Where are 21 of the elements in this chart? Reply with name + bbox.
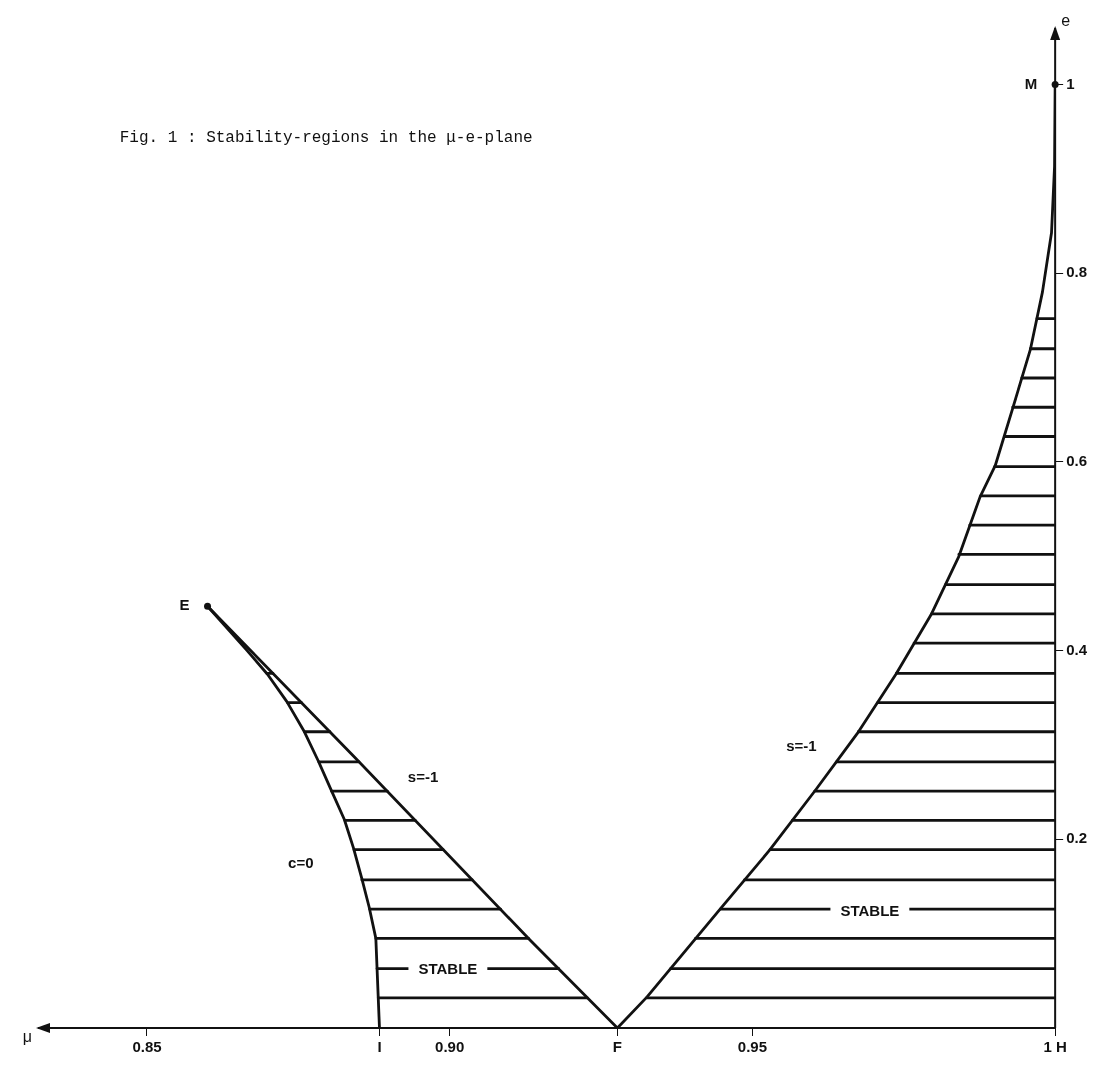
x-tick-label: 1 H [1043, 1038, 1067, 1056]
y-tick-label: 0.8 [1066, 263, 1088, 281]
y-tick-label: 1 [1066, 74, 1075, 92]
y-tick-label: 0.6 [1066, 452, 1088, 470]
x-tick-label: 0.95 [737, 1038, 768, 1056]
annotation: STABLE [418, 959, 478, 977]
annotation: c=0 [288, 853, 314, 871]
x-tick-label: I [377, 1038, 382, 1056]
text: Fig. 1 : Stability-regions in the μ-e-plane [119, 129, 533, 148]
y-axis-title: e [1061, 12, 1071, 30]
y-tick-label: 0.2 [1066, 829, 1088, 847]
x-axis-title: μ [22, 1028, 32, 1046]
x-tick-label: 0.85 [132, 1038, 162, 1056]
annotation: STABLE [840, 902, 900, 920]
x-tick-label: F [612, 1038, 622, 1056]
x-tick-label: 0.90 [435, 1038, 465, 1056]
annotation: M [1024, 74, 1038, 92]
annotation: s=-1 [786, 737, 817, 755]
y-tick-label: 0.4 [1066, 640, 1088, 658]
annotation: s=-1 [407, 768, 439, 786]
annotation: E [179, 596, 190, 614]
